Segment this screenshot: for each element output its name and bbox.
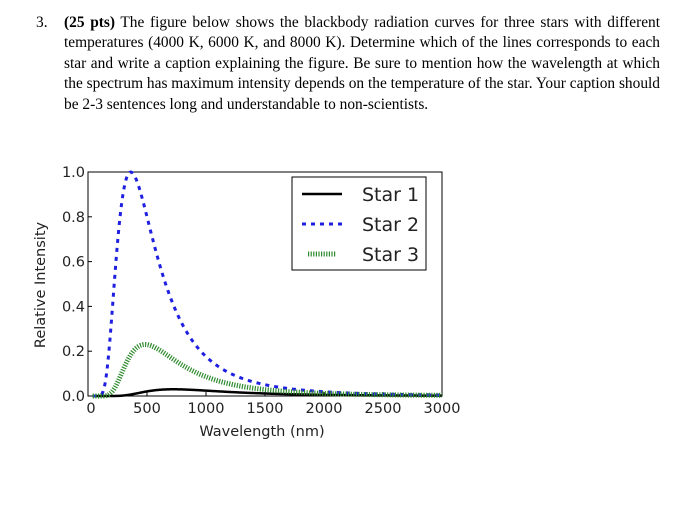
x-tick-label: 0 [86,401,95,417]
question-text: (25 pts) The figure below shows the blac… [64,13,660,115]
y-tick-label: 1.0 [62,165,85,181]
axis-ticks: 0 500 1000 1500 2000 2500 3000 0.0 0.2 0.4 0.6 0.8 1… [62,165,461,417]
x-tick-label: 2000 [306,401,343,417]
question-number: 3. [36,14,48,31]
y-tick-label: 0.8 [62,210,85,226]
y-tick-label: 0.0 [62,389,85,405]
y-axis-label: Relative Intensity [33,221,49,348]
legend-label: Star 3 [362,244,419,266]
legend: Star 1 Star 2 Star 3 [291,176,427,271]
legend-label: Star 2 [362,214,419,236]
series-line [92,341,442,399]
question-points: (25 pts) [64,14,115,31]
x-tick-label: 3000 [424,401,461,417]
x-tick-label: 500 [133,401,161,417]
y-tick-label: 0.2 [62,344,85,360]
y-tick-label: 0.4 [62,299,85,315]
series-line [92,170,443,398]
x-tick-label: 2500 [365,401,402,417]
question-prompt: The figure below shows the blackbody rad… [64,14,660,113]
series-layer [92,170,443,399]
legend-label: Star 1 [362,184,419,206]
x-tick-label: 1000 [188,401,225,417]
x-tick-label: 1500 [247,401,284,417]
x-axis-label: Wavelength (nm) [199,424,324,440]
y-tick-label: 0.6 [62,255,85,271]
